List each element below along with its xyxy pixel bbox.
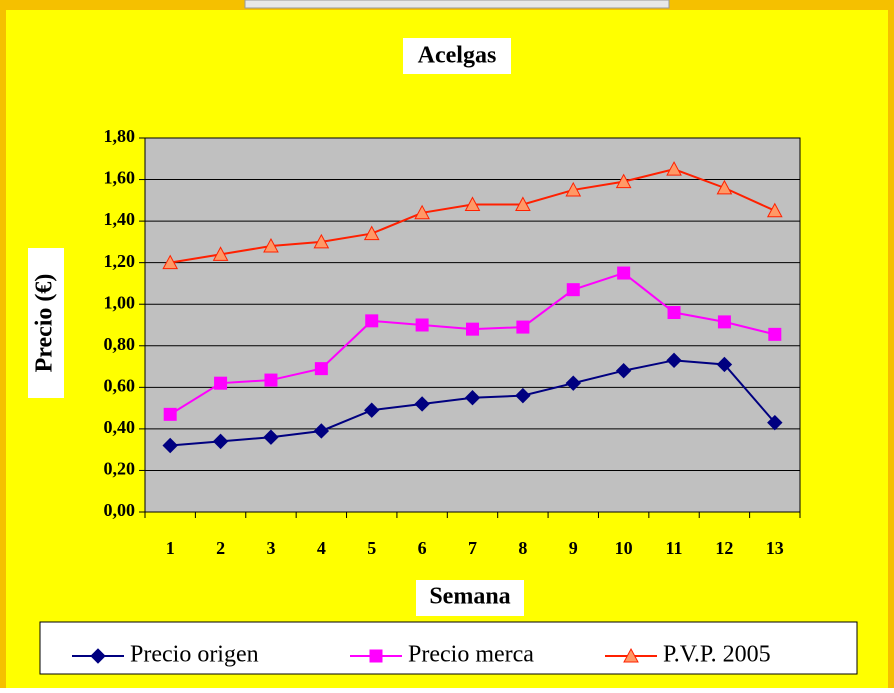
marker (264, 373, 278, 387)
marker (768, 327, 782, 341)
cut-off-box (244, 0, 670, 9)
x-tick-label: 10 (615, 538, 633, 558)
x-tick-label: 2 (216, 538, 225, 558)
x-label-box (416, 580, 524, 616)
marker (314, 362, 328, 376)
marker (263, 237, 279, 253)
marker (516, 320, 530, 334)
marker (212, 246, 229, 261)
y-tick-label: 1,60 (104, 168, 136, 188)
x-tick-label: 1 (166, 538, 175, 558)
x-tick-label: 13 (766, 538, 784, 558)
marker (565, 181, 582, 197)
x-tick-label: 4 (317, 538, 326, 558)
y-label-box (28, 248, 64, 398)
marker (263, 429, 279, 445)
x-tick-label: 5 (367, 538, 376, 558)
marker (515, 196, 531, 211)
marker (617, 266, 631, 280)
marker (466, 322, 479, 336)
marker (365, 314, 379, 328)
marker (615, 173, 632, 189)
x-tick-label: 8 (518, 538, 527, 558)
marker (162, 437, 178, 454)
marker (766, 202, 783, 218)
y-tick-label: 0,00 (104, 500, 136, 520)
marker (666, 352, 682, 369)
x-axis-label: Semana (429, 584, 510, 610)
marker (623, 647, 639, 663)
legend-label: P.V.P. 2005 (663, 642, 771, 668)
marker (464, 196, 481, 211)
y-tick-label: 0,40 (104, 417, 136, 437)
marker (163, 407, 177, 421)
marker (313, 423, 330, 439)
marker (415, 318, 429, 332)
marker (363, 225, 380, 241)
legend-label: Precio origen (130, 642, 259, 668)
marker (313, 233, 330, 249)
marker (162, 254, 179, 270)
marker (414, 204, 430, 220)
marker (90, 648, 106, 664)
y-tick-label: 1,80 (104, 126, 136, 146)
marker (667, 306, 681, 320)
marker (717, 315, 731, 329)
marker (414, 396, 430, 412)
title-box (403, 38, 511, 74)
marker (364, 402, 380, 418)
x-tick-label: 3 (266, 538, 275, 558)
marker (566, 283, 580, 297)
marker (214, 376, 228, 390)
y-tick-label: 0,60 (104, 375, 136, 395)
marker (716, 356, 733, 373)
x-tick-label: 12 (715, 538, 733, 558)
x-tick-label: 9 (569, 538, 578, 558)
marker (666, 161, 682, 176)
y-axis-label: Precio (€) (32, 274, 58, 373)
y-tick-label: 0,20 (104, 459, 136, 479)
marker (767, 414, 783, 431)
x-tick-label: 7 (468, 538, 477, 558)
legend-label: Precio merca (408, 642, 534, 668)
marker (515, 387, 531, 404)
chart-title: Acelgas (418, 43, 497, 69)
marker (212, 433, 229, 450)
y-tick-label: 1,00 (104, 292, 136, 312)
y-tick-label: 0,80 (104, 334, 136, 354)
marker (565, 375, 581, 391)
marker (716, 179, 733, 195)
marker (615, 363, 632, 379)
x-tick-label: 6 (418, 538, 427, 558)
y-tick-label: 1,20 (104, 251, 136, 271)
x-tick-label: 11 (666, 538, 683, 558)
legend (39, 621, 858, 675)
marker (369, 649, 383, 663)
y-tick-label: 1,40 (104, 209, 136, 229)
marker (464, 390, 481, 406)
